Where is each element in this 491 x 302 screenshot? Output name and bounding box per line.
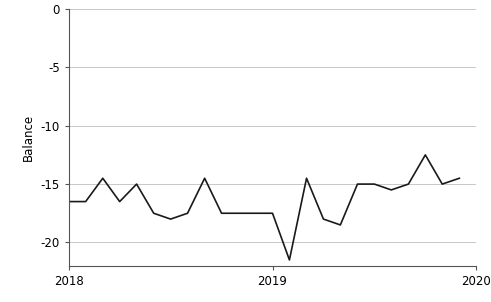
Y-axis label: Balance: Balance (22, 114, 35, 161)
